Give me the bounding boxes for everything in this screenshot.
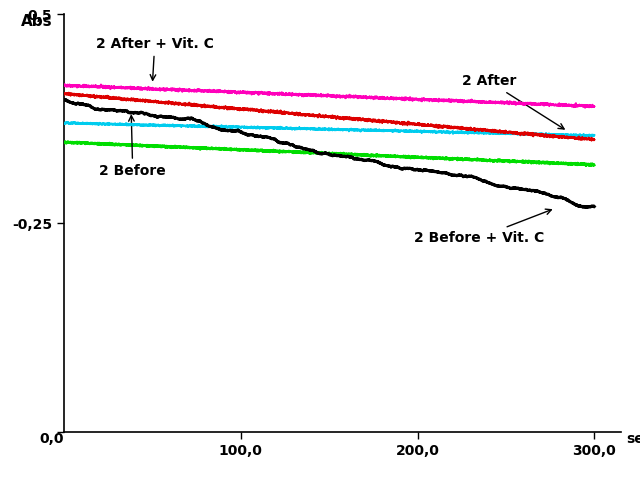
Text: 0,0: 0,0 (40, 432, 64, 446)
Text: 2 After + Vit. C: 2 After + Vit. C (96, 37, 214, 80)
Text: 2 After: 2 After (461, 74, 564, 129)
Text: 2 Before + Vit. C: 2 Before + Vit. C (414, 209, 551, 245)
Text: 2 Before: 2 Before (99, 116, 166, 178)
Text: Abs: Abs (21, 14, 53, 29)
Text: sec: sec (627, 432, 640, 446)
